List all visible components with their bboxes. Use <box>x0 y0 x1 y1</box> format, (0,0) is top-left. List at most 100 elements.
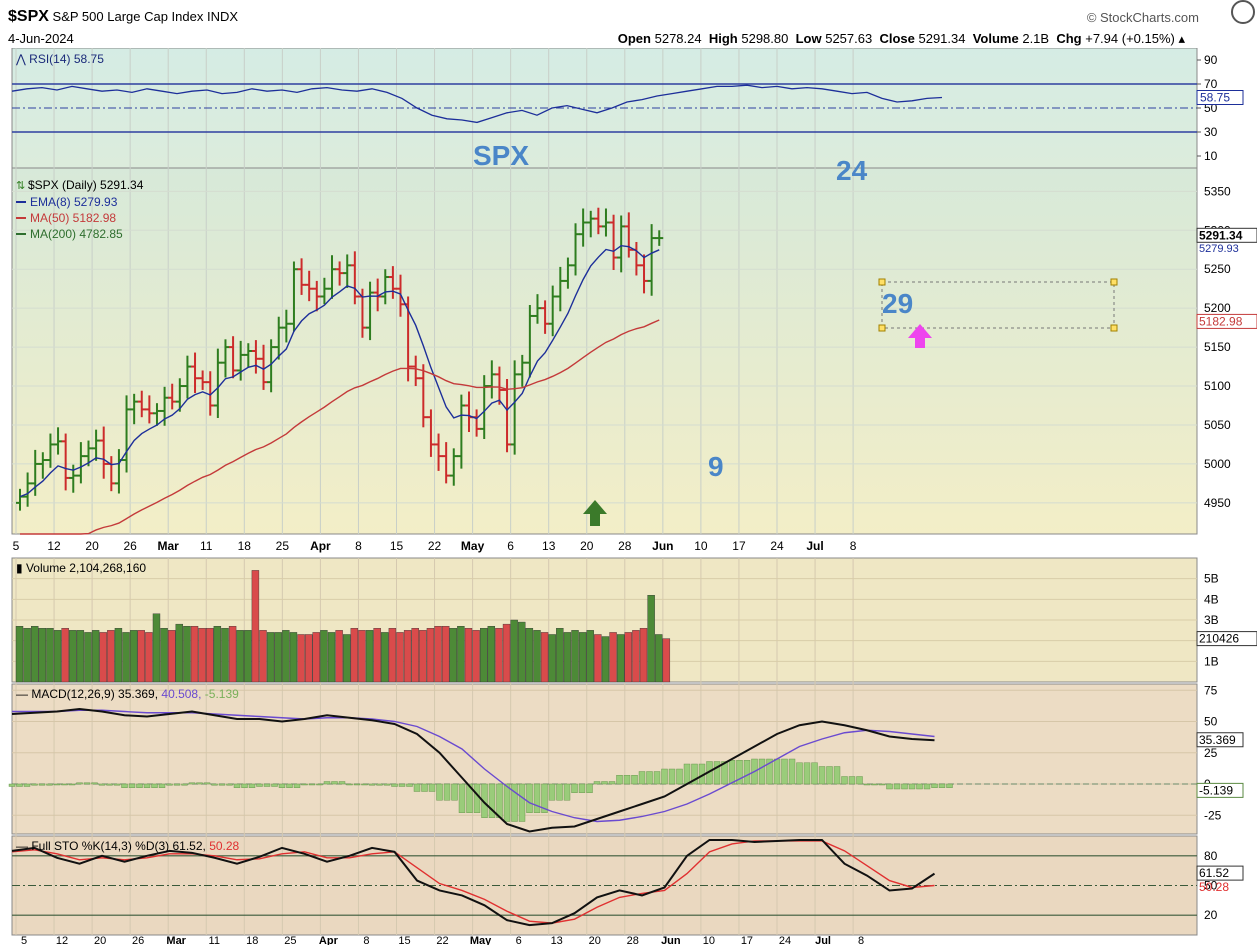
macd-histogram-bar <box>196 782 203 785</box>
volume-bar <box>190 626 199 683</box>
volume-bar <box>259 630 267 683</box>
volume-bar <box>228 626 237 683</box>
sto-y-tick: 50 <box>1204 879 1218 893</box>
volume-bar <box>69 630 77 683</box>
macd-histogram-bar <box>83 782 91 785</box>
macd-histogram-bar <box>293 783 301 788</box>
volume-bar <box>266 632 275 683</box>
macd-histogram-bar <box>121 783 128 788</box>
macd-histogram-bar <box>361 783 368 786</box>
volume-bar <box>304 634 313 683</box>
macd-histogram-bar <box>211 783 218 786</box>
macd-histogram-bar <box>488 783 496 818</box>
volume-bar <box>632 630 640 683</box>
macd-histogram-bar <box>766 758 773 785</box>
macd-histogram-bar <box>241 783 248 788</box>
price-y-tick: 5150 <box>1204 340 1231 354</box>
x-tick-label: Mar <box>166 935 186 945</box>
volume-bar <box>624 632 632 683</box>
volume-bar <box>289 632 298 683</box>
annotation-29: 29 <box>882 288 913 319</box>
macd-y-tick: 50 <box>1204 715 1218 729</box>
macd-histogram-bar <box>623 775 631 785</box>
settings-icon[interactable] <box>1231 0 1255 24</box>
buy-arrow-icon <box>583 500 607 526</box>
macd-histogram-bar <box>541 783 548 813</box>
macd-histogram-bar <box>338 781 346 785</box>
volume-bar <box>639 628 648 683</box>
macd-histogram-bar <box>661 768 668 785</box>
macd-histogram-bar <box>608 781 616 785</box>
macd-hist-current-value: -5.139 <box>1199 783 1233 797</box>
macd-line <box>11 707 935 833</box>
sto-legend: — Full STO %K(14,3) %D(3) 61.52, 50.28 <box>16 839 240 853</box>
macd-histogram-bar <box>923 783 931 790</box>
macd-histogram-bar <box>46 783 53 786</box>
x-tick-label: 11 <box>200 539 213 553</box>
macd-histogram-bar <box>218 783 226 786</box>
pink-arrow-icon <box>908 324 932 348</box>
macd-histogram-bar <box>788 758 796 785</box>
macd-histogram-bar <box>406 783 413 787</box>
x-tick-label: 17 <box>732 539 746 553</box>
x-tick-label: 8 <box>355 539 362 553</box>
bars-icon: ⇅ <box>16 180 25 192</box>
ema-legend: EMA(8) 5279.93 <box>30 195 118 209</box>
chart-header: $SPX S&P 500 Large Cap Index INDX 4-Jun-… <box>0 0 1257 48</box>
macd-histogram-bar <box>638 771 646 785</box>
macd-histogram-bar <box>421 783 428 792</box>
sto-d-current-value: 50.28 <box>1199 880 1229 894</box>
macd-histogram-bar <box>571 783 578 793</box>
ma50-price-label: 5182.98 <box>1199 314 1243 328</box>
macd-histogram-bar <box>428 783 436 792</box>
macd-histogram-bar <box>841 776 848 785</box>
macd-histogram-bar <box>886 783 893 790</box>
volume-bar <box>441 626 450 683</box>
volume-bar <box>244 630 252 683</box>
macd-histogram-bar <box>931 783 938 788</box>
volume-bar <box>15 626 24 683</box>
x-tick-label: 6 <box>507 539 514 553</box>
macd-histogram-bar <box>773 758 781 785</box>
chart-canvas: 5 5 12 12 20 20 26 26 Mar Mar 11 11 18 18 25 25 Apr Apr 8 8… <box>8 48 1257 945</box>
price-y-tick: 5050 <box>1204 418 1231 432</box>
x-tick-label: 20 <box>85 539 99 553</box>
macd-histogram-bar <box>878 783 886 786</box>
macd-histogram-bar <box>256 783 263 787</box>
x-tick-label: 8 <box>858 935 864 945</box>
macd-histogram-bar <box>398 783 406 787</box>
volume-bar <box>350 628 359 683</box>
x-tick-label: 25 <box>284 935 296 945</box>
volume-bar <box>388 628 397 683</box>
macd-histogram-bar <box>451 783 458 801</box>
x-tick-label: 28 <box>627 935 639 945</box>
volume-bar <box>578 632 587 683</box>
volume-bar <box>495 628 503 683</box>
macd-histogram-bar <box>818 766 826 785</box>
volume-current-value: 210426 <box>1199 632 1239 646</box>
volume-bar <box>601 636 610 683</box>
macd-histogram-bar <box>301 783 308 786</box>
brand[interactable]: © StockCharts.com <box>1086 10 1199 25</box>
volume-bar <box>167 630 176 683</box>
x-tick-label: 20 <box>94 935 106 945</box>
volume-bar <box>61 628 69 683</box>
macd-histogram-bar <box>38 783 46 786</box>
macd-histogram-bar <box>61 783 68 786</box>
macd-histogram-bar <box>803 762 811 785</box>
volume-bar <box>297 634 305 683</box>
macd-histogram-bar <box>811 762 818 785</box>
volume-bar <box>426 628 435 683</box>
price-legend: $SPX (Daily) 5291.34 <box>28 178 144 192</box>
macd-histogram-bar <box>143 783 151 788</box>
macd-histogram-bar <box>233 783 241 788</box>
volume-bar <box>23 628 31 683</box>
macd-histogram-bar <box>781 758 788 785</box>
chart-title: $SPX S&P 500 Large Cap Index INDX <box>8 8 238 26</box>
volume-value: 2.1B <box>1022 31 1050 46</box>
volume-bar <box>335 630 343 683</box>
macd-histogram-bar <box>908 783 916 790</box>
price-y-tick: 4950 <box>1204 496 1231 510</box>
macd-histogram-bar <box>713 761 721 785</box>
x-tick-label: Apr <box>310 539 331 553</box>
